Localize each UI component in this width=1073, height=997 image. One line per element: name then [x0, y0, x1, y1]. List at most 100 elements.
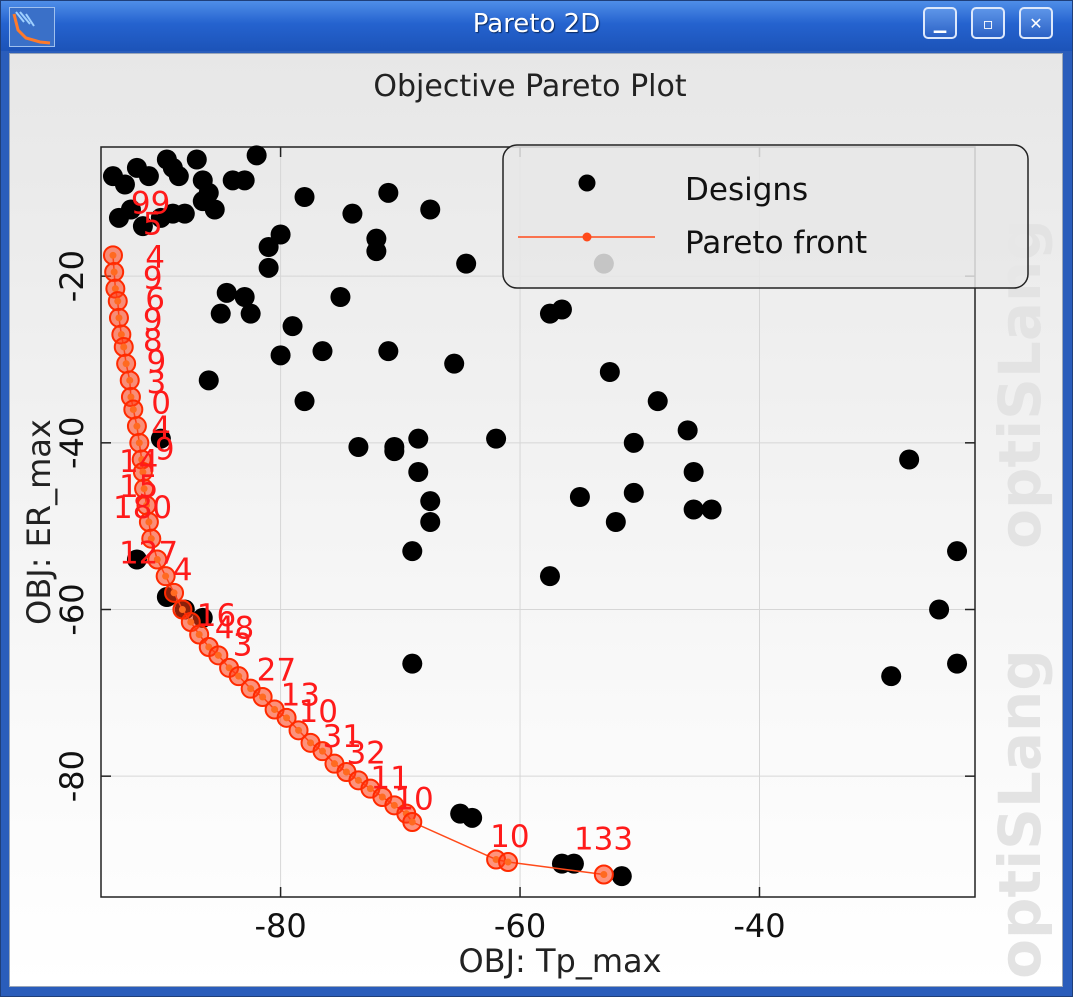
pareto-point-center [138, 456, 146, 463]
restore-button[interactable]: ▫ [971, 7, 1005, 39]
legend[interactable]: Designs Pareto front [502, 144, 1029, 289]
design-point [599, 362, 620, 382]
watermark-text-1: optiSLang [986, 649, 1054, 979]
pareto-point-center [214, 651, 222, 659]
x-axis-label: OBJ: Tp_max [458, 942, 661, 980]
point-label: 3 [233, 627, 253, 663]
pareto-point-center [504, 858, 512, 866]
design-point [234, 170, 255, 191]
point-label: 11 [370, 761, 409, 797]
design-point [270, 345, 291, 366]
pareto-point-center [115, 314, 123, 322]
restore-icon: ▫ [982, 14, 994, 33]
point-label: 133 [574, 822, 633, 858]
pareto-point-center [271, 706, 279, 713]
point-label: 27 [257, 652, 296, 688]
pareto-point-center [408, 818, 416, 826]
design-point [132, 216, 153, 237]
design-point [701, 499, 722, 520]
pareto-point-center [117, 331, 125, 338]
pareto-point-center [366, 785, 374, 793]
point-label: 99 [131, 186, 170, 222]
pareto-point-center [111, 285, 119, 293]
pareto-point-center [195, 631, 203, 638]
pareto-point-center [120, 343, 128, 351]
pareto-point-center [307, 739, 315, 747]
pareto-point-center [600, 871, 608, 878]
pareto-point-center [170, 589, 178, 597]
pareto-point-center [109, 251, 117, 259]
design-point [174, 203, 195, 224]
y-tick-label-2: -60 [53, 583, 91, 635]
point-label: 13 [281, 677, 320, 713]
pareto-point-center [145, 518, 153, 526]
pareto-point-center [235, 672, 243, 680]
pareto-point-center [342, 768, 350, 776]
pareto-point-center [129, 406, 137, 413]
design-point [899, 449, 920, 470]
design-point [186, 149, 207, 170]
design-point [947, 541, 968, 562]
pareto-point-center [140, 485, 148, 493]
app-icon[interactable] [9, 7, 55, 47]
point-label: 4 [173, 552, 193, 588]
design-point [258, 237, 279, 257]
design-point [623, 482, 644, 503]
axis-ticks: -80 -60 -40 -20 -40 -60 -80 [53, 147, 975, 945]
pareto-point-center [187, 618, 195, 626]
pareto-point-center [122, 360, 130, 368]
pareto-point-center [127, 393, 135, 401]
design-point [539, 566, 560, 587]
design-point [126, 549, 147, 570]
design-point [462, 807, 483, 828]
design-point [378, 341, 399, 362]
design-point [114, 174, 135, 195]
design-point [120, 199, 141, 220]
title-bar[interactable]: Pareto 2D ▁ ▫ ✕ [1, 1, 1072, 51]
design-point [294, 187, 315, 207]
y-tick-label-1: -40 [53, 417, 91, 469]
pareto-point-center [492, 856, 500, 863]
design-point [929, 599, 950, 620]
pareto-point-center [153, 556, 161, 563]
design-point [444, 353, 465, 374]
close-button[interactable]: ✕ [1019, 7, 1053, 39]
point-label: 9 [155, 432, 175, 468]
design-point [456, 253, 477, 274]
minimize-button[interactable]: ▁ [923, 7, 957, 39]
design-point [402, 541, 423, 562]
legend-designs-marker [578, 174, 596, 192]
design-point [408, 428, 429, 449]
chart-title: Objective Pareto Plot [373, 69, 686, 104]
design-point [270, 224, 291, 245]
pareto-point-center [162, 572, 170, 580]
design-point [677, 420, 698, 441]
design-point [378, 182, 399, 203]
design-point [150, 428, 171, 449]
design-point [611, 866, 632, 887]
point-label: 8 [143, 323, 163, 359]
design-point [420, 199, 441, 220]
point-label: 3 [146, 365, 166, 401]
pareto-point-center [378, 793, 386, 801]
point-label: 16 [197, 598, 236, 634]
pareto-point-center [318, 747, 326, 755]
design-point [138, 166, 159, 187]
point-label: 0 [151, 386, 171, 422]
design-point [384, 437, 405, 457]
pareto-point-center [259, 693, 267, 701]
pareto-point-center [225, 664, 233, 672]
pareto-point-center [178, 606, 186, 613]
design-point [168, 166, 189, 187]
point-label: 48 [215, 611, 254, 647]
point-label: 9 [143, 302, 163, 338]
pareto-point-center [247, 685, 255, 693]
design-point [408, 462, 429, 482]
point-label: 180 [113, 490, 172, 526]
point-labels: 9954969893049141518012741648327131031321… [113, 186, 633, 858]
design-point [563, 853, 584, 874]
x-tick-label-2: -40 [733, 907, 785, 945]
